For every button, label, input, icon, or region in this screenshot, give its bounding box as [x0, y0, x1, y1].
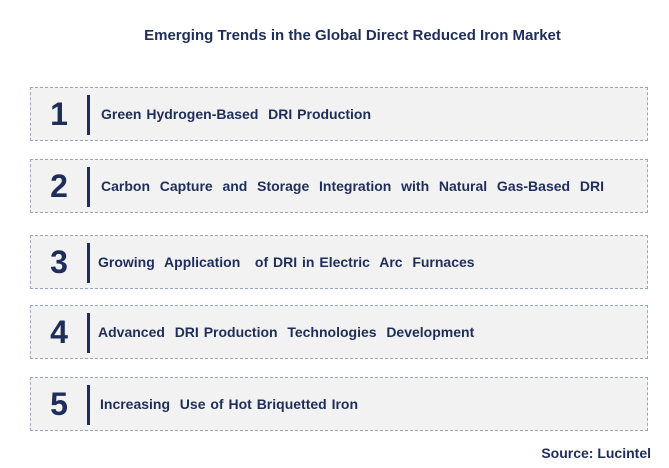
trend-number: 1 [50, 95, 68, 132]
diagram-title: Emerging Trends in the Global Direct Red… [144, 27, 561, 44]
source-credit: Source: Lucintel [541, 445, 651, 461]
trend-item-1: 1 Green Hydrogen-Based DRI Production [30, 87, 648, 141]
trend-item-2: 2 Carbon Capture and Storage Integration… [30, 159, 648, 213]
trend-number: 3 [50, 243, 68, 280]
trend-label: Advanced DRI Production Technologies Dev… [98, 324, 475, 340]
trend-divider [87, 95, 90, 135]
trend-item-3: 3 Growing Application of DRI in Electric… [30, 235, 648, 289]
trend-item-5: 5 Increasing Use of Hot Briquetted Iron [30, 377, 648, 431]
trend-divider [87, 243, 90, 283]
trend-label: Increasing Use of Hot Briquetted Iron [100, 396, 359, 412]
trend-item-4: 4 Advanced DRI Production Technologies D… [30, 305, 648, 359]
trend-label: Growing Application of DRI in Electric A… [98, 254, 475, 270]
trend-number: 5 [50, 385, 68, 422]
trend-divider [87, 167, 90, 207]
trend-divider [87, 313, 90, 353]
trend-number: 2 [50, 167, 68, 204]
trend-divider [87, 385, 90, 425]
trend-number: 4 [50, 313, 68, 350]
trend-label: Green Hydrogen-Based DRI Production [101, 106, 372, 122]
trend-label: Carbon Capture and Storage Integration w… [101, 178, 604, 194]
